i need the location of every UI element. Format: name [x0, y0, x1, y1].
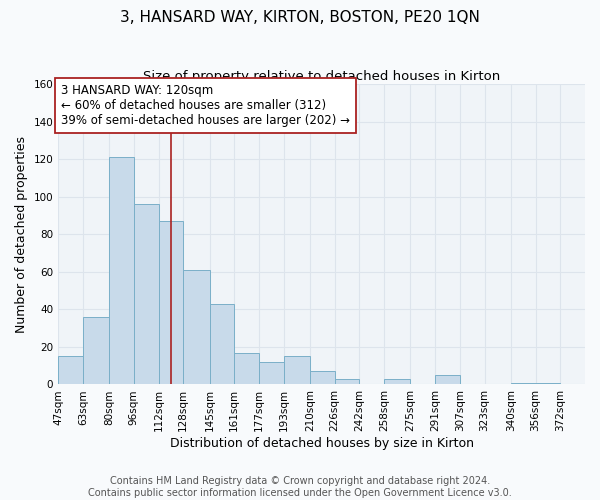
- Bar: [83, 317, 109, 384]
- Bar: [435, 375, 460, 384]
- Text: 3 HANSARD WAY: 120sqm
← 60% of detached houses are smaller (312)
39% of semi-det: 3 HANSARD WAY: 120sqm ← 60% of detached …: [61, 84, 350, 127]
- Bar: [209, 304, 234, 384]
- Bar: [511, 382, 560, 384]
- Bar: [134, 204, 158, 384]
- X-axis label: Distribution of detached houses by size in Kirton: Distribution of detached houses by size …: [170, 437, 473, 450]
- Bar: [184, 270, 209, 384]
- Bar: [158, 221, 184, 384]
- Text: 3, HANSARD WAY, KIRTON, BOSTON, PE20 1QN: 3, HANSARD WAY, KIRTON, BOSTON, PE20 1QN: [120, 10, 480, 25]
- Bar: [384, 379, 410, 384]
- Bar: [259, 362, 284, 384]
- Title: Size of property relative to detached houses in Kirton: Size of property relative to detached ho…: [143, 70, 500, 83]
- Bar: [58, 356, 83, 384]
- Bar: [310, 372, 335, 384]
- Bar: [234, 352, 259, 384]
- Bar: [284, 356, 310, 384]
- Bar: [335, 379, 359, 384]
- Y-axis label: Number of detached properties: Number of detached properties: [15, 136, 28, 333]
- Text: Contains HM Land Registry data © Crown copyright and database right 2024.
Contai: Contains HM Land Registry data © Crown c…: [88, 476, 512, 498]
- Bar: [109, 158, 134, 384]
